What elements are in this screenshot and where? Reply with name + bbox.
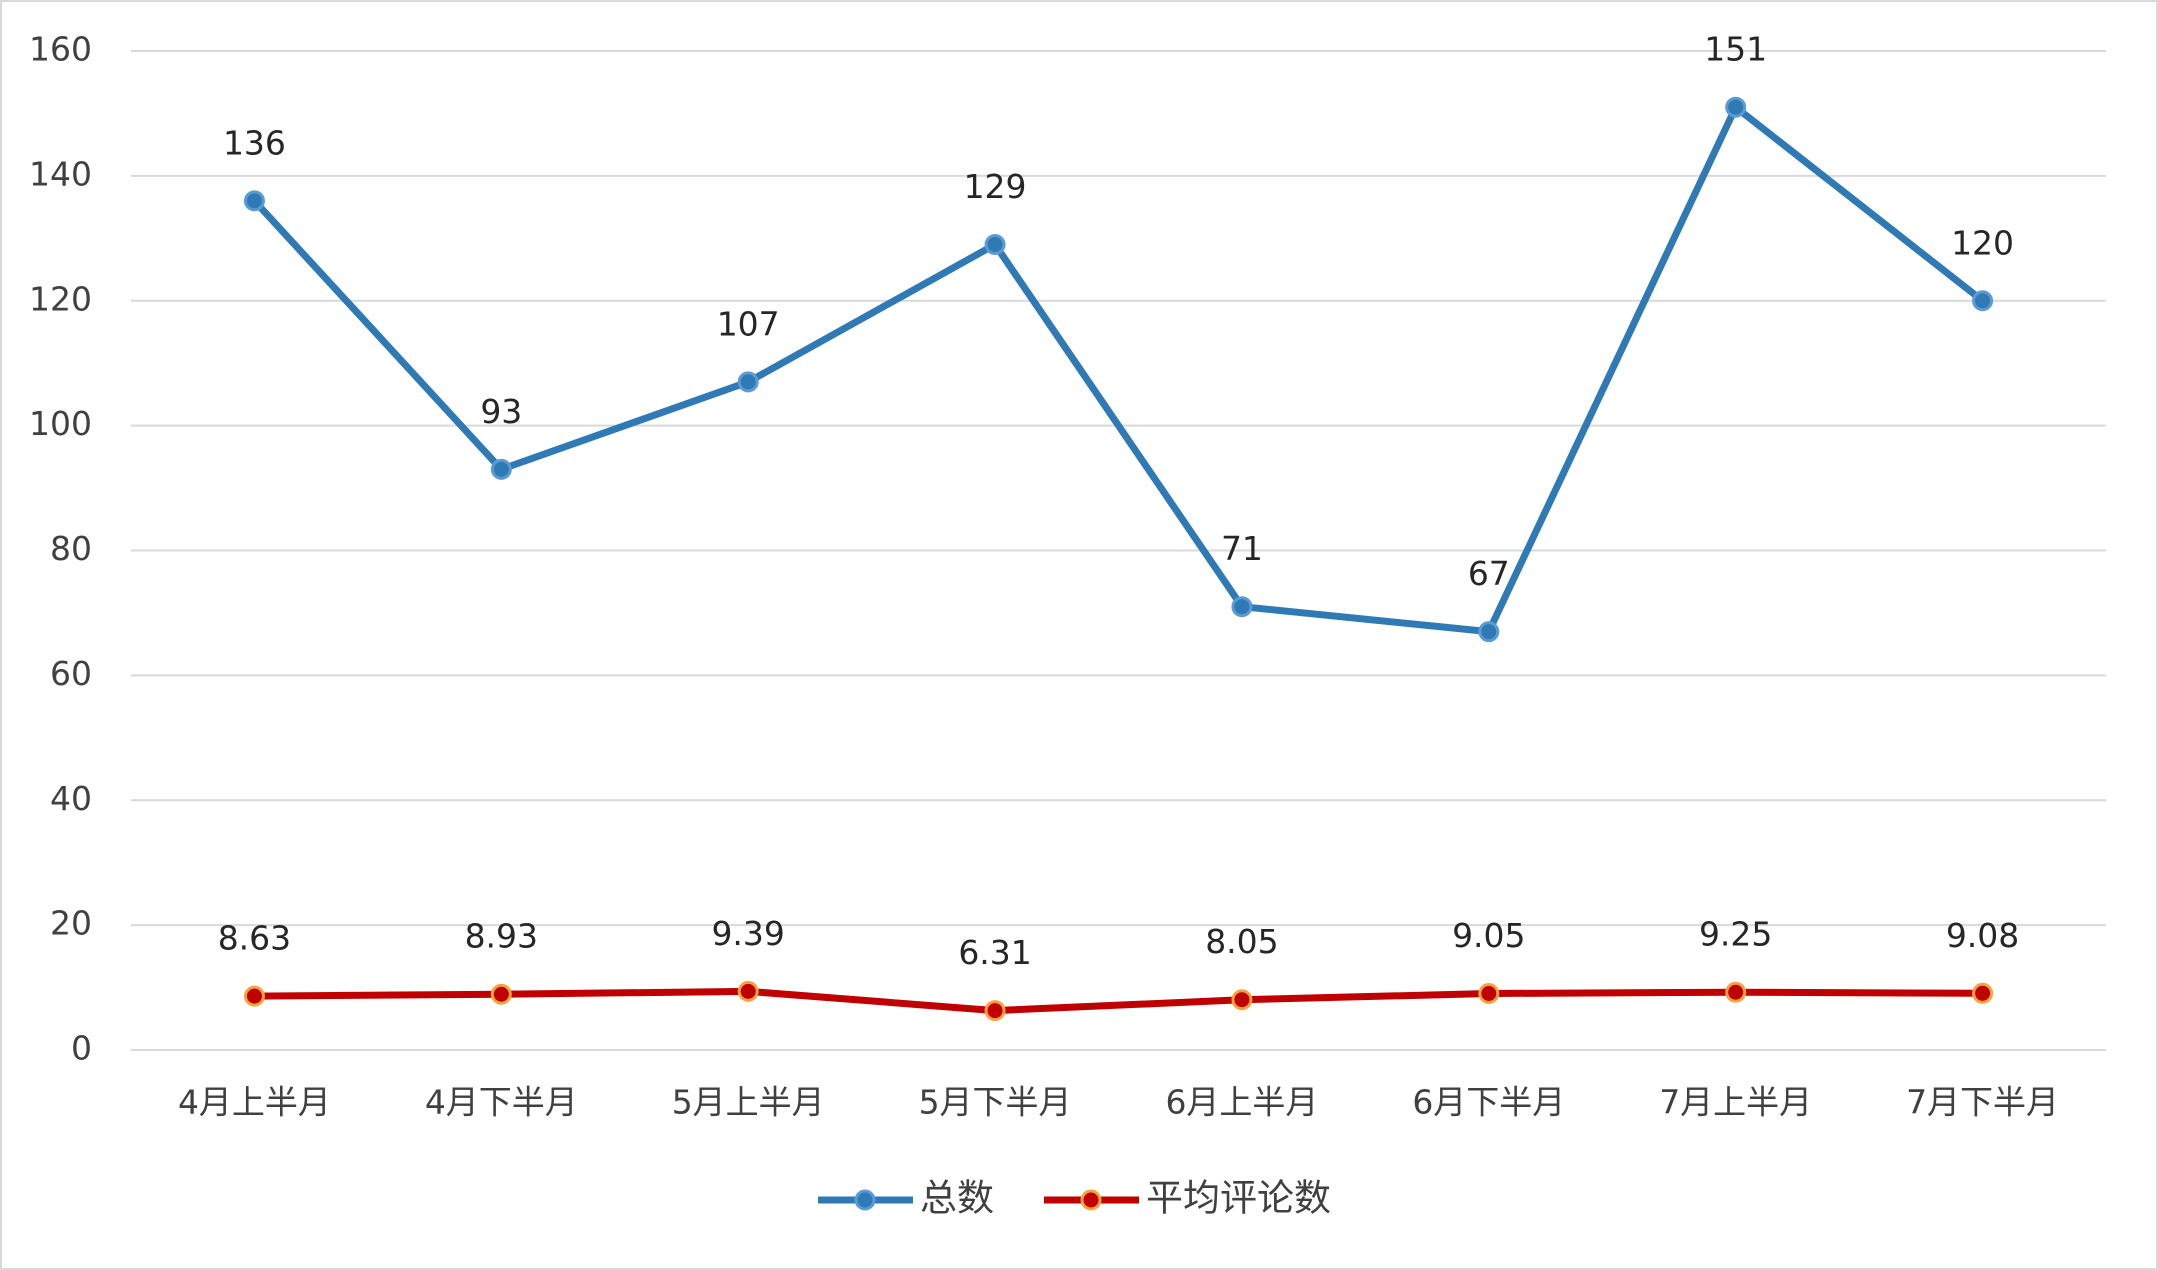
data-label: 67 [1468, 554, 1510, 593]
point-marker [984, 1000, 1006, 1022]
legend-label: 总数 [920, 1177, 994, 1220]
point-marker [490, 983, 512, 1005]
legend-label: 平均评论数 [1146, 1177, 1331, 1220]
point-marker [737, 980, 759, 1002]
data-label: 120 [1951, 223, 2014, 262]
data-label: 107 [717, 304, 780, 343]
data-label: 9.05 [1452, 916, 1525, 955]
legend-marker [854, 1189, 876, 1211]
x-tick-label: 4月上半月 [178, 1083, 331, 1122]
point-marker [1231, 596, 1253, 618]
legend-marker [1080, 1189, 1102, 1211]
x-tick-label: 5月下半月 [919, 1083, 1072, 1122]
point-marker [1725, 981, 1747, 1003]
data-label: 8.93 [465, 917, 538, 956]
point-marker [984, 234, 1006, 256]
y-tick-label: 20 [50, 904, 92, 943]
x-tick-label: 6月上半月 [1165, 1083, 1318, 1122]
data-label: 93 [480, 392, 522, 431]
data-label: 8.05 [1205, 922, 1278, 961]
data-label: 9.08 [1946, 916, 2019, 955]
data-label: 6.31 [958, 933, 1031, 972]
data-label: 9.25 [1699, 915, 1772, 954]
series-line [251, 103, 1985, 636]
y-tick-label: 120 [29, 279, 92, 318]
y-tick-label: 100 [29, 404, 92, 443]
x-tick-label: 6月下半月 [1412, 1083, 1565, 1122]
point-marker [243, 985, 265, 1007]
y-tick-label: 0 [71, 1029, 92, 1068]
data-label: 129 [964, 167, 1027, 206]
data-label: 136 [223, 123, 286, 162]
point-marker [1972, 982, 1994, 1004]
point-marker [1478, 982, 1500, 1004]
point-marker [1231, 989, 1253, 1011]
point-marker [1725, 96, 1747, 118]
y-tick-label: 160 [29, 30, 92, 69]
x-tick-label: 7月下半月 [1906, 1083, 2059, 1122]
data-label: 8.63 [218, 919, 291, 958]
data-label: 151 [1704, 30, 1767, 69]
x-tick-label: 5月上半月 [672, 1083, 825, 1122]
point-marker [1972, 290, 1994, 312]
point-marker [490, 458, 512, 480]
y-tick-label: 60 [50, 654, 92, 693]
data-label: 9.39 [711, 914, 784, 953]
x-tick-label: 4月下半月 [425, 1083, 578, 1122]
point-marker [243, 190, 265, 212]
data-label: 71 [1221, 529, 1263, 568]
y-tick-label: 140 [29, 154, 92, 193]
x-tick-label: 7月上半月 [1659, 1083, 1812, 1122]
point-marker [1478, 621, 1500, 643]
point-marker [737, 371, 759, 393]
y-tick-label: 40 [50, 779, 92, 818]
series-line [254, 987, 1983, 1015]
y-tick-label: 80 [50, 529, 92, 568]
